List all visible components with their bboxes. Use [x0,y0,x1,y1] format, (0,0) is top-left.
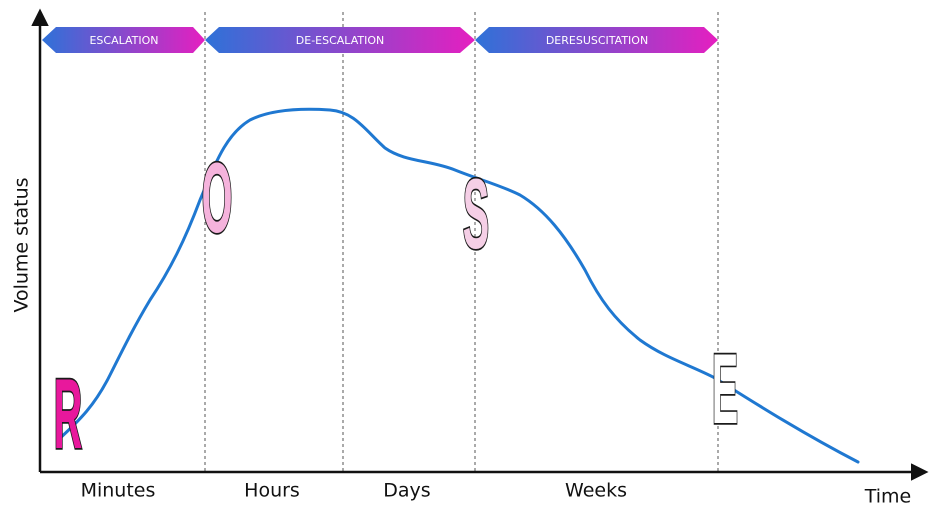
time-label: Minutes [81,480,156,502]
volume-curve [56,107,860,464]
y-axis-label: Volume status [11,177,33,312]
letter: S [463,160,489,270]
time-label: Hours [244,480,300,502]
phase-banner [42,27,205,53]
phase-label: ESCALATION [89,34,158,47]
phase-banner [205,27,475,53]
letter: R [54,360,83,470]
phase-dividers [204,12,719,472]
time-label: Days [383,480,430,502]
letter: O [202,144,233,254]
phase-banner [475,27,718,53]
x-axis-label: Time [864,486,912,507]
phase-label: DERESUSCITATION [546,34,648,47]
phase-label: DE-ESCALATION [296,34,384,47]
letter: E [712,335,738,445]
time-label: Weeks [565,480,627,502]
